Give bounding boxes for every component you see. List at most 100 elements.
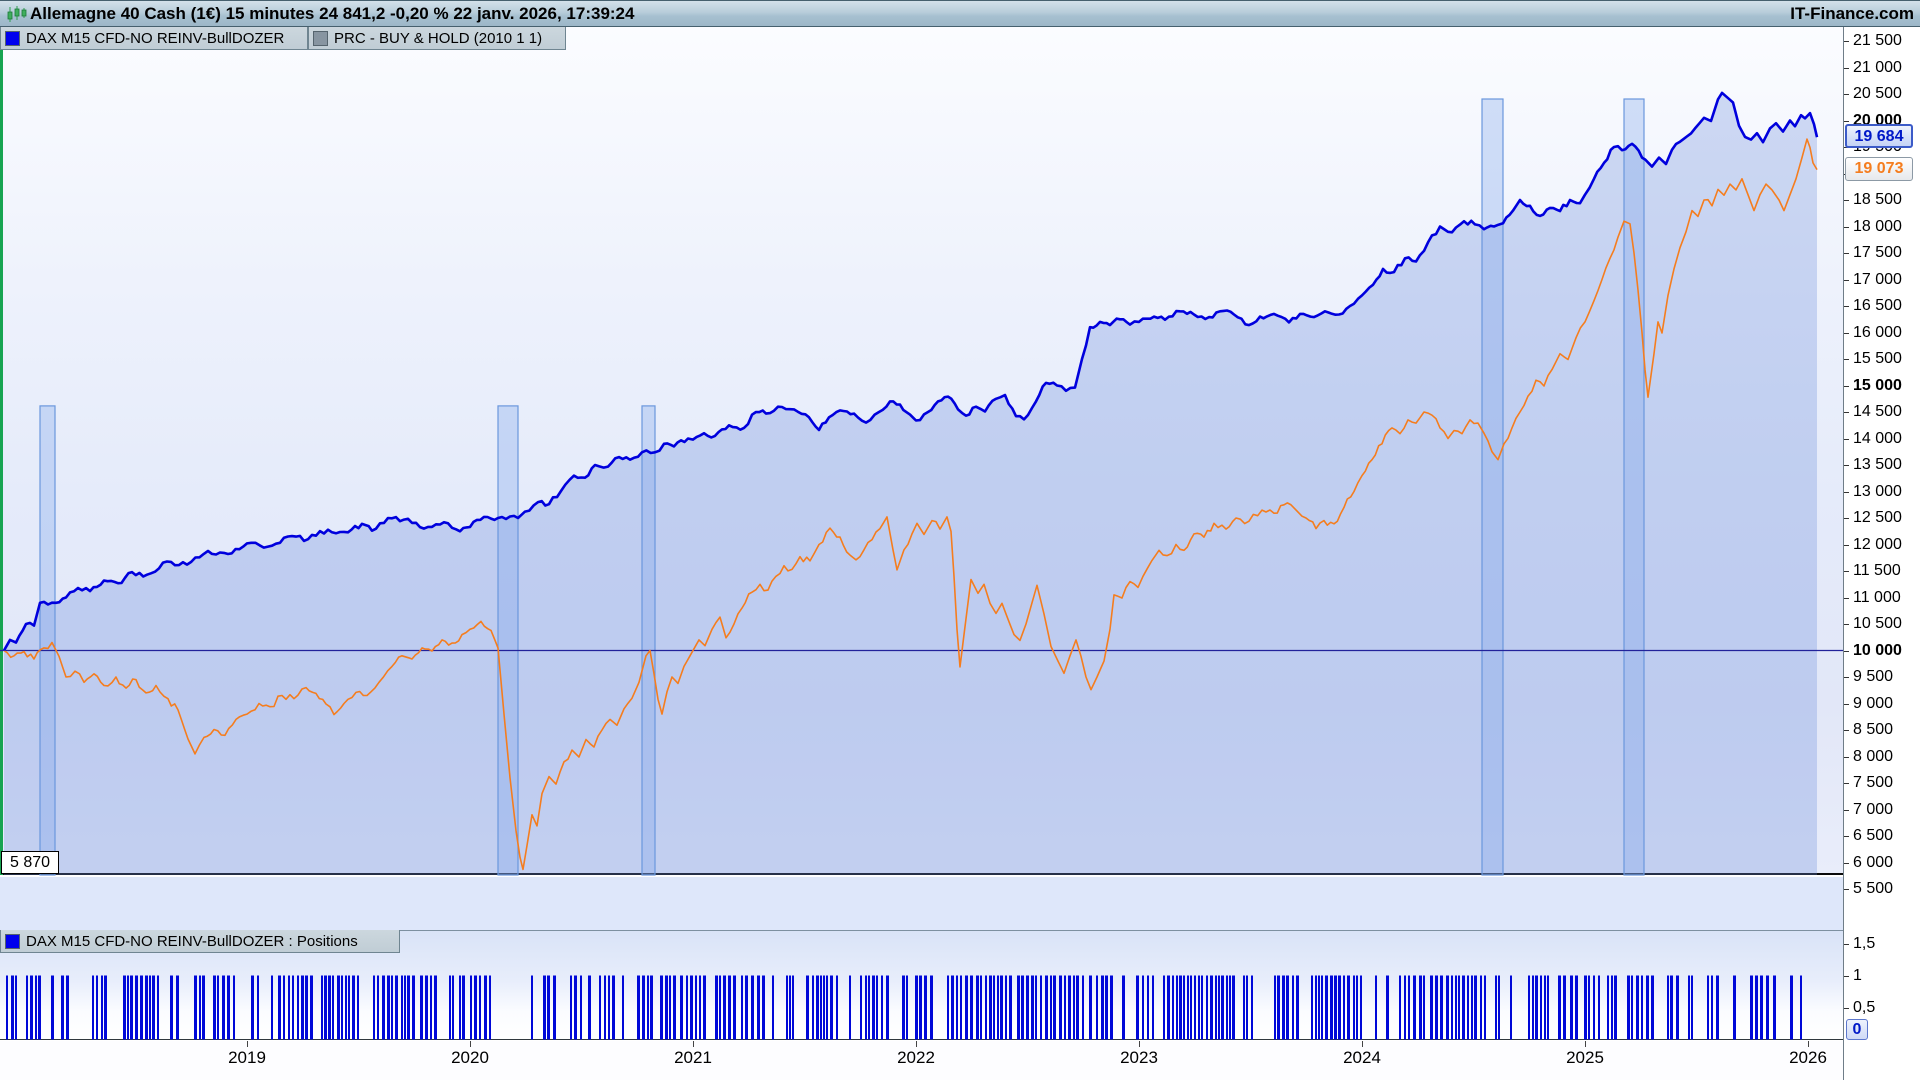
y-axis-tick xyxy=(1844,677,1849,678)
equity-chart[interactable] xyxy=(0,27,1843,876)
year-label: 2023 xyxy=(1120,1048,1158,1067)
year-label: 2024 xyxy=(1343,1048,1381,1067)
highlight-band xyxy=(39,405,56,876)
y-axis-tick xyxy=(1844,889,1849,890)
y-axis-tick xyxy=(1844,359,1849,360)
year-label: 2022 xyxy=(897,1048,935,1067)
year-label: 2025 xyxy=(1566,1048,1604,1067)
buyhold-curve xyxy=(3,138,1818,871)
y-axis-label: 14 000 xyxy=(1853,429,1902,447)
y-axis-label: 18 500 xyxy=(1853,191,1902,208)
buyhold-min-label: 5 870 xyxy=(1,851,59,874)
y-axis-tick xyxy=(1844,491,1849,493)
y-axis-label: 13 000 xyxy=(1853,482,1902,500)
y-axis-tick xyxy=(1844,650,1849,652)
y-axis-tick xyxy=(1844,306,1849,307)
y-axis-tick xyxy=(1844,597,1849,599)
year-tick xyxy=(1585,1041,1586,1047)
positions-axis-label: 0,5 xyxy=(1853,998,1876,1016)
y-axis-tick xyxy=(1844,120,1849,122)
positions-histogram[interactable] xyxy=(0,930,1843,1040)
time-axis[interactable]: 2019 2020 2021 2022 2023 2024 2025 2026 xyxy=(0,1041,1843,1080)
y-axis-tick xyxy=(1844,571,1849,572)
tab-strategy[interactable]: DAX M15 CFD-NO REINV-BullDOZER xyxy=(0,27,308,50)
year-label: 2026 xyxy=(1789,1048,1827,1067)
positions-zero-badge: 0 xyxy=(1846,1019,1868,1040)
y-axis-tick xyxy=(1844,226,1849,228)
y-axis-label: 7 500 xyxy=(1853,774,1894,791)
buyhold-swatch-icon xyxy=(313,30,328,46)
y-axis-tick xyxy=(1844,518,1849,519)
y-axis-tick xyxy=(1844,465,1849,466)
y-axis-label: 9 000 xyxy=(1853,694,1894,712)
y-axis-label: 8 500 xyxy=(1853,721,1894,738)
y-axis-label: 16 000 xyxy=(1853,323,1902,341)
y-axis-tick xyxy=(1844,624,1849,625)
y-axis-label: 12 000 xyxy=(1853,535,1902,553)
y-axis-tick xyxy=(1844,756,1849,758)
y-axis-tick xyxy=(1844,703,1849,705)
candlestick-icon xyxy=(7,6,27,22)
y-axis-tick xyxy=(1844,730,1849,731)
y-axis-label: 16 500 xyxy=(1853,297,1902,314)
main-chart-pane[interactable] xyxy=(0,27,1843,875)
year-tick xyxy=(470,1041,471,1047)
left-edge-marker xyxy=(0,27,3,875)
y-axis-label: 12 500 xyxy=(1853,509,1902,526)
y-axis-tick xyxy=(1844,332,1849,334)
y-axis-label: 17 500 xyxy=(1853,244,1902,261)
y-axis-tick xyxy=(1844,279,1849,281)
positions-axis-label: 1 xyxy=(1853,966,1862,984)
y-axis-label: 6 500 xyxy=(1853,827,1894,844)
tab-strategy-label: DAX M15 CFD-NO REINV-BullDOZER xyxy=(26,29,285,47)
position-bars xyxy=(6,975,1802,1040)
strategy-curve xyxy=(2,91,1819,652)
y-axis-tick xyxy=(1844,836,1849,837)
y-axis-tick xyxy=(1844,862,1849,864)
positions-axis-tick xyxy=(1844,1007,1849,1009)
y-axis-tick xyxy=(1844,809,1849,811)
y-axis-tick xyxy=(1844,67,1849,69)
empty-indicator-pane[interactable] xyxy=(0,877,1843,930)
y-axis-label: 7 000 xyxy=(1853,800,1894,818)
tab-buyhold[interactable]: PRC - BUY & HOLD (2010 1 1) xyxy=(308,27,566,50)
y-axis-label: 8 000 xyxy=(1853,747,1894,765)
y-axis-tick xyxy=(1844,412,1849,413)
y-axis-label: 13 500 xyxy=(1853,456,1902,473)
year-label: 2019 xyxy=(228,1048,266,1067)
y-axis-tick xyxy=(1844,544,1849,546)
y-axis-label: 17 000 xyxy=(1853,270,1902,288)
y-axis-label: 10 000 xyxy=(1853,641,1902,659)
y-axis-label: 11 500 xyxy=(1853,562,1901,579)
strategy-area xyxy=(4,92,1817,875)
positions-axis-label: 1,5 xyxy=(1853,934,1876,952)
year-label: 2020 xyxy=(451,1048,489,1067)
positions-axis-tick xyxy=(1844,943,1849,945)
y-axis-label: 11 000 xyxy=(1853,588,1901,606)
year-label: 2021 xyxy=(674,1048,712,1067)
y-axis-tick xyxy=(1844,94,1849,95)
year-tick xyxy=(1139,1041,1140,1047)
y-axis-label: 21 500 xyxy=(1853,32,1902,49)
tab-positions[interactable]: DAX M15 CFD-NO REINV-BullDOZER : Positio… xyxy=(0,930,400,953)
y-axis-tick xyxy=(1844,783,1849,784)
strategy-last-price-badge: 19 684 xyxy=(1845,124,1913,149)
y-axis-label: 20 500 xyxy=(1853,85,1902,102)
y-axis-label: 5 500 xyxy=(1853,880,1894,897)
brand-label: IT-Finance.com xyxy=(1790,4,1914,23)
y-axis-label: 15 500 xyxy=(1853,350,1902,367)
highlight-band xyxy=(1623,98,1645,876)
highlight-band xyxy=(641,405,656,876)
year-tick xyxy=(1362,1041,1363,1047)
positions-axis-tick xyxy=(1844,975,1849,977)
y-axis-label: 10 500 xyxy=(1853,615,1902,632)
highlight-band xyxy=(1481,98,1504,876)
y-axis-label: 9 500 xyxy=(1853,668,1894,685)
y-axis-label: 6 000 xyxy=(1853,853,1894,871)
year-tick xyxy=(916,1041,917,1047)
y-axis-label: 15 000 xyxy=(1853,376,1902,394)
y-axis-tick xyxy=(1844,200,1849,201)
year-tick xyxy=(1808,1041,1809,1047)
